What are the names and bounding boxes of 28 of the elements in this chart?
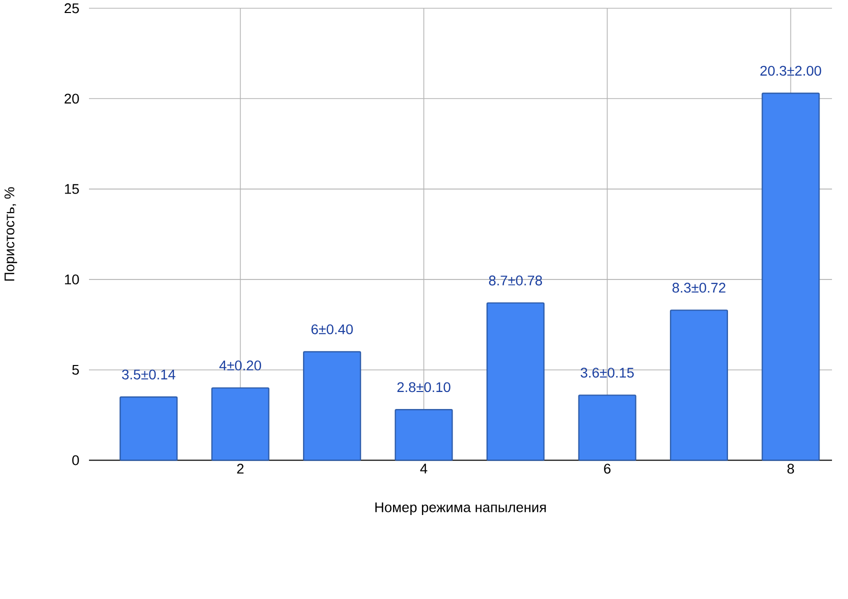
data-label: 8.3±0.72: [672, 282, 726, 292]
y-tick-label: 10: [65, 274, 79, 284]
x-tick-label: 2: [237, 464, 244, 474]
x-axis-title: Номер режима напыления: [375, 502, 546, 515]
x-tick-label: 6: [604, 464, 611, 474]
bar: [578, 394, 636, 461]
bar: [486, 302, 545, 461]
y-tick-label: 25: [64, 3, 79, 13]
bar: [762, 92, 820, 461]
y-tick-label: 15: [65, 184, 79, 194]
data-label: 3.6±0.15: [580, 368, 634, 378]
bar: [394, 408, 453, 461]
x-tick-label: 4: [420, 464, 428, 474]
data-label: 6±0.40: [311, 324, 353, 334]
bar: [670, 309, 728, 461]
bar: [303, 350, 362, 461]
data-label: 4±0.20: [219, 360, 262, 370]
y-axis-title: Пористость, %: [4, 186, 18, 280]
bar: [120, 396, 178, 461]
data-label: 8.7±0.78: [489, 275, 542, 286]
y-tick-label: 5: [72, 364, 79, 374]
bar: [211, 387, 270, 461]
y-tick-label: 0: [72, 455, 79, 465]
data-label: 20.3±2.00: [760, 66, 822, 76]
x-tick-label: 8: [787, 464, 794, 474]
data-label: 3.5±0.14: [122, 369, 176, 380]
y-tick-label: 20: [64, 93, 79, 104]
data-label: 2.8±0.10: [397, 382, 450, 392]
